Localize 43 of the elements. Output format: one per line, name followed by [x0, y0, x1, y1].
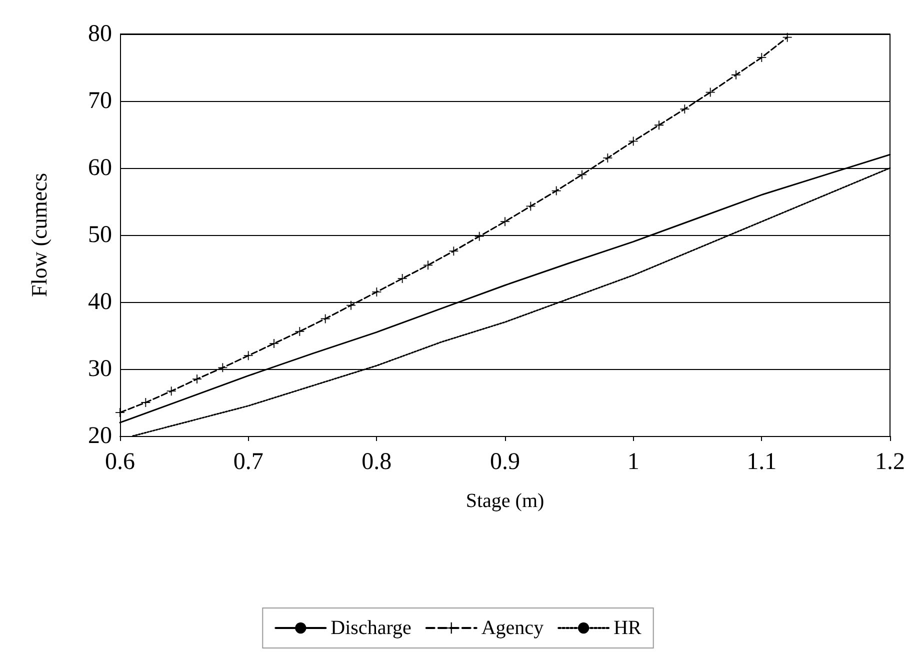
y-tick-label: 60: [88, 155, 112, 181]
legend-label: Agency: [481, 617, 544, 639]
point: [270, 339, 278, 348]
x-tick-label: 1: [627, 449, 640, 475]
point: [244, 351, 253, 360]
x-tick-label: 0.7: [233, 449, 264, 475]
legend-label: HR: [614, 617, 642, 639]
point: [346, 300, 356, 310]
x-tick-label: 0.9: [490, 449, 520, 475]
point: [141, 398, 150, 407]
point: [500, 217, 510, 226]
point: [398, 274, 407, 284]
y-tick-label: 70: [88, 88, 112, 114]
x-tick-label: 1.1: [746, 449, 777, 475]
y-tick-label: 40: [88, 289, 112, 315]
point: [578, 170, 586, 180]
point: [218, 363, 228, 372]
point: [116, 408, 124, 418]
point: [192, 374, 202, 384]
y-tick-label: 30: [88, 356, 112, 382]
point: [654, 120, 664, 130]
point: [372, 287, 382, 296]
point: [782, 32, 792, 42]
legend-label: Discharge: [330, 617, 412, 639]
point: [295, 326, 304, 336]
y-tick-label: 50: [88, 222, 112, 248]
point: [526, 202, 536, 211]
point: [424, 260, 432, 270]
y-tick-label: 20: [88, 423, 112, 449]
point: [603, 153, 612, 162]
point: [680, 104, 690, 114]
y-axis-title: Flow (cumecs: [26, 172, 52, 298]
y-tick-label: 80: [88, 21, 112, 47]
point: [474, 232, 484, 241]
point: [732, 70, 740, 80]
point: [449, 246, 458, 256]
x-tick-label: 1.2: [875, 449, 905, 475]
point: [166, 386, 176, 396]
x-tick-label: 0.6: [105, 449, 135, 475]
x-axis-title: Stage (m): [466, 490, 544, 512]
x-tick-label: 0.8: [362, 449, 392, 475]
point: [757, 52, 766, 62]
point: [628, 136, 638, 146]
